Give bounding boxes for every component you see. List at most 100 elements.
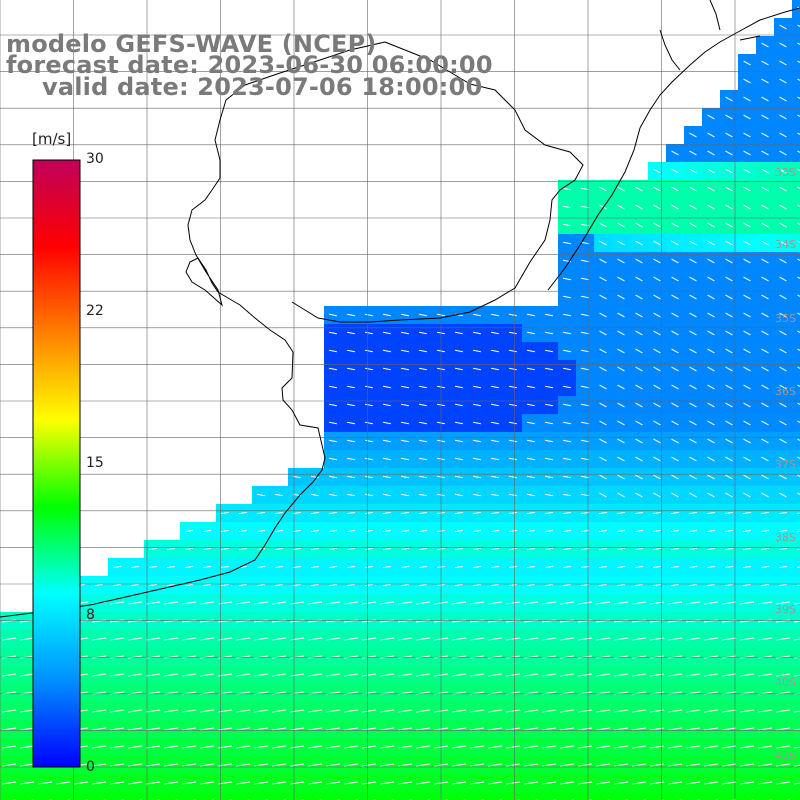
wind-arrow xyxy=(779,96,787,102)
field-cell xyxy=(792,468,800,487)
wind-arrow xyxy=(166,565,176,569)
lat-label-40s: 40S xyxy=(775,676,796,689)
wind-arrow xyxy=(670,565,680,569)
wind-arrow xyxy=(761,186,769,192)
wind-arrow xyxy=(614,709,628,713)
wind-arrow xyxy=(508,529,518,533)
wind-arrow xyxy=(472,367,482,371)
wind-arrow xyxy=(632,601,646,605)
wind-arrow xyxy=(526,511,536,515)
wind-arrow xyxy=(596,637,610,641)
wind-arrow xyxy=(130,583,140,587)
field-cell xyxy=(792,738,800,757)
field-cell xyxy=(90,792,109,800)
wind-arrow xyxy=(364,493,374,497)
wind-arrow xyxy=(110,745,124,749)
wind-arrow xyxy=(418,547,428,551)
wind-arrow xyxy=(725,366,733,372)
wind-arrow xyxy=(292,583,302,587)
wind-arrow xyxy=(146,709,160,713)
wind-arrow xyxy=(671,366,679,372)
wind-arrow xyxy=(599,420,607,426)
wind-arrow xyxy=(671,420,679,426)
wind-arrow xyxy=(617,258,625,264)
wind-arrow xyxy=(272,763,286,767)
wind-arrow xyxy=(382,439,392,443)
wind-arrow xyxy=(400,547,410,551)
wind-arrow xyxy=(452,601,466,605)
wind-arrow xyxy=(707,330,715,336)
wind-arrow xyxy=(382,385,392,389)
field-cell xyxy=(792,774,800,793)
lat-label-37s: 37S xyxy=(775,458,796,471)
wind-arrow xyxy=(652,529,662,533)
wind-arrow xyxy=(616,547,626,551)
wind-arrow xyxy=(380,709,394,713)
wind-arrow xyxy=(598,529,608,533)
wind-arrow xyxy=(725,474,733,480)
wind-arrow xyxy=(400,529,410,533)
wind-arrow xyxy=(346,511,356,515)
wind-arrow xyxy=(653,330,661,336)
wind-arrow xyxy=(617,348,625,354)
wind-arrow xyxy=(562,583,572,587)
wind-arrow xyxy=(254,601,268,605)
wind-arrow xyxy=(725,186,733,192)
wind-arrow xyxy=(743,384,751,390)
wind-arrow xyxy=(614,727,628,731)
wind-arrow xyxy=(653,276,661,282)
wind-arrow xyxy=(779,132,787,138)
wind-arrow xyxy=(110,601,124,605)
wind-arrow xyxy=(653,456,661,462)
lat-label-39s: 39S xyxy=(775,603,796,616)
field-cell xyxy=(792,432,800,451)
wind-arrow xyxy=(707,348,715,354)
wind-arrow xyxy=(110,673,124,677)
wind-arrow xyxy=(761,150,769,156)
wind-arrow xyxy=(344,763,358,767)
wind-arrow xyxy=(452,673,466,677)
wind-arrow xyxy=(328,349,338,353)
wind-arrow xyxy=(92,745,106,749)
wind-arrow xyxy=(635,438,643,444)
wind-arrow xyxy=(596,709,610,713)
wind-arrow xyxy=(598,547,608,551)
wind-arrow xyxy=(508,493,518,497)
wind-arrow xyxy=(761,420,769,426)
wind-arrow xyxy=(743,474,751,480)
wind-arrow xyxy=(742,583,752,587)
wind-arrow xyxy=(2,727,16,731)
wind-arrow xyxy=(544,565,554,569)
field-cell xyxy=(612,792,631,800)
wind-arrow xyxy=(400,493,410,497)
wind-arrow xyxy=(743,348,751,354)
wind-arrow xyxy=(326,637,340,641)
wind-arrow xyxy=(652,511,662,515)
wind-arrow xyxy=(400,385,410,389)
wind-arrow xyxy=(398,763,412,767)
wind-arrow xyxy=(328,421,338,425)
wind-arrow xyxy=(779,456,787,462)
wind-arrow xyxy=(506,727,520,731)
wind-arrow xyxy=(761,276,769,282)
wind-arrow xyxy=(562,493,572,497)
wind-arrow xyxy=(653,294,661,300)
wind-arrow xyxy=(653,474,661,480)
wind-arrow xyxy=(92,727,106,731)
wind-arrow xyxy=(328,547,338,551)
wind-arrow xyxy=(326,727,340,731)
wind-arrow xyxy=(488,601,502,605)
wind-arrow xyxy=(761,474,769,480)
wind-arrow xyxy=(653,186,661,192)
wind-arrow xyxy=(292,511,302,515)
wind-arrow xyxy=(779,60,787,66)
wind-arrow xyxy=(743,492,751,498)
wind-arrow xyxy=(326,673,340,677)
wind-arrow xyxy=(653,384,661,390)
wind-arrow xyxy=(580,547,590,551)
wind-arrow xyxy=(362,673,376,677)
wind-arrow xyxy=(328,403,338,407)
wind-arrow xyxy=(797,348,800,352)
wind-arrow xyxy=(779,222,787,228)
